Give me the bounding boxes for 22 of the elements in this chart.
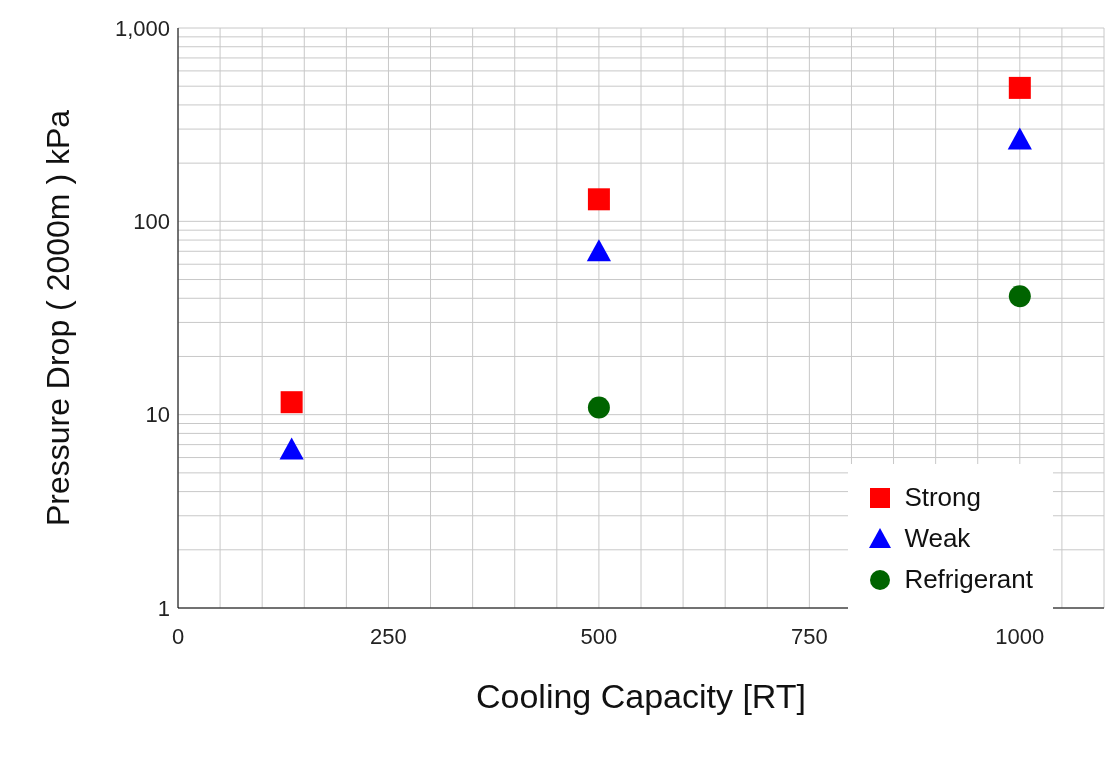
point xyxy=(1007,127,1032,150)
x-tick-label: 0 xyxy=(171,623,185,649)
y-tick-label: 10 xyxy=(145,402,170,428)
y-tick-label: 1 xyxy=(157,595,170,621)
y-tick-label: 1,000 xyxy=(114,15,170,41)
y-axis-title: Pressure Drop ( 2000m ) kPa xyxy=(40,109,77,527)
x-tick-label: 1000 xyxy=(995,623,1045,649)
point xyxy=(586,239,612,262)
legend-label: Refrigerant xyxy=(904,564,1033,595)
point xyxy=(587,396,610,419)
x-axis-title: Cooling Capacity [RT] xyxy=(475,677,807,715)
point xyxy=(587,188,610,211)
point xyxy=(280,391,303,414)
x-tick-label: 500 xyxy=(580,623,618,649)
point xyxy=(1008,285,1031,308)
point xyxy=(279,437,304,460)
legend-label: Weak xyxy=(904,523,971,554)
y-tick-label: 100 xyxy=(133,209,170,235)
point xyxy=(1008,76,1031,99)
legend-label: Strong xyxy=(904,482,981,513)
x-tick-label: 750 xyxy=(791,623,828,649)
x-tick-label: 250 xyxy=(370,623,407,649)
